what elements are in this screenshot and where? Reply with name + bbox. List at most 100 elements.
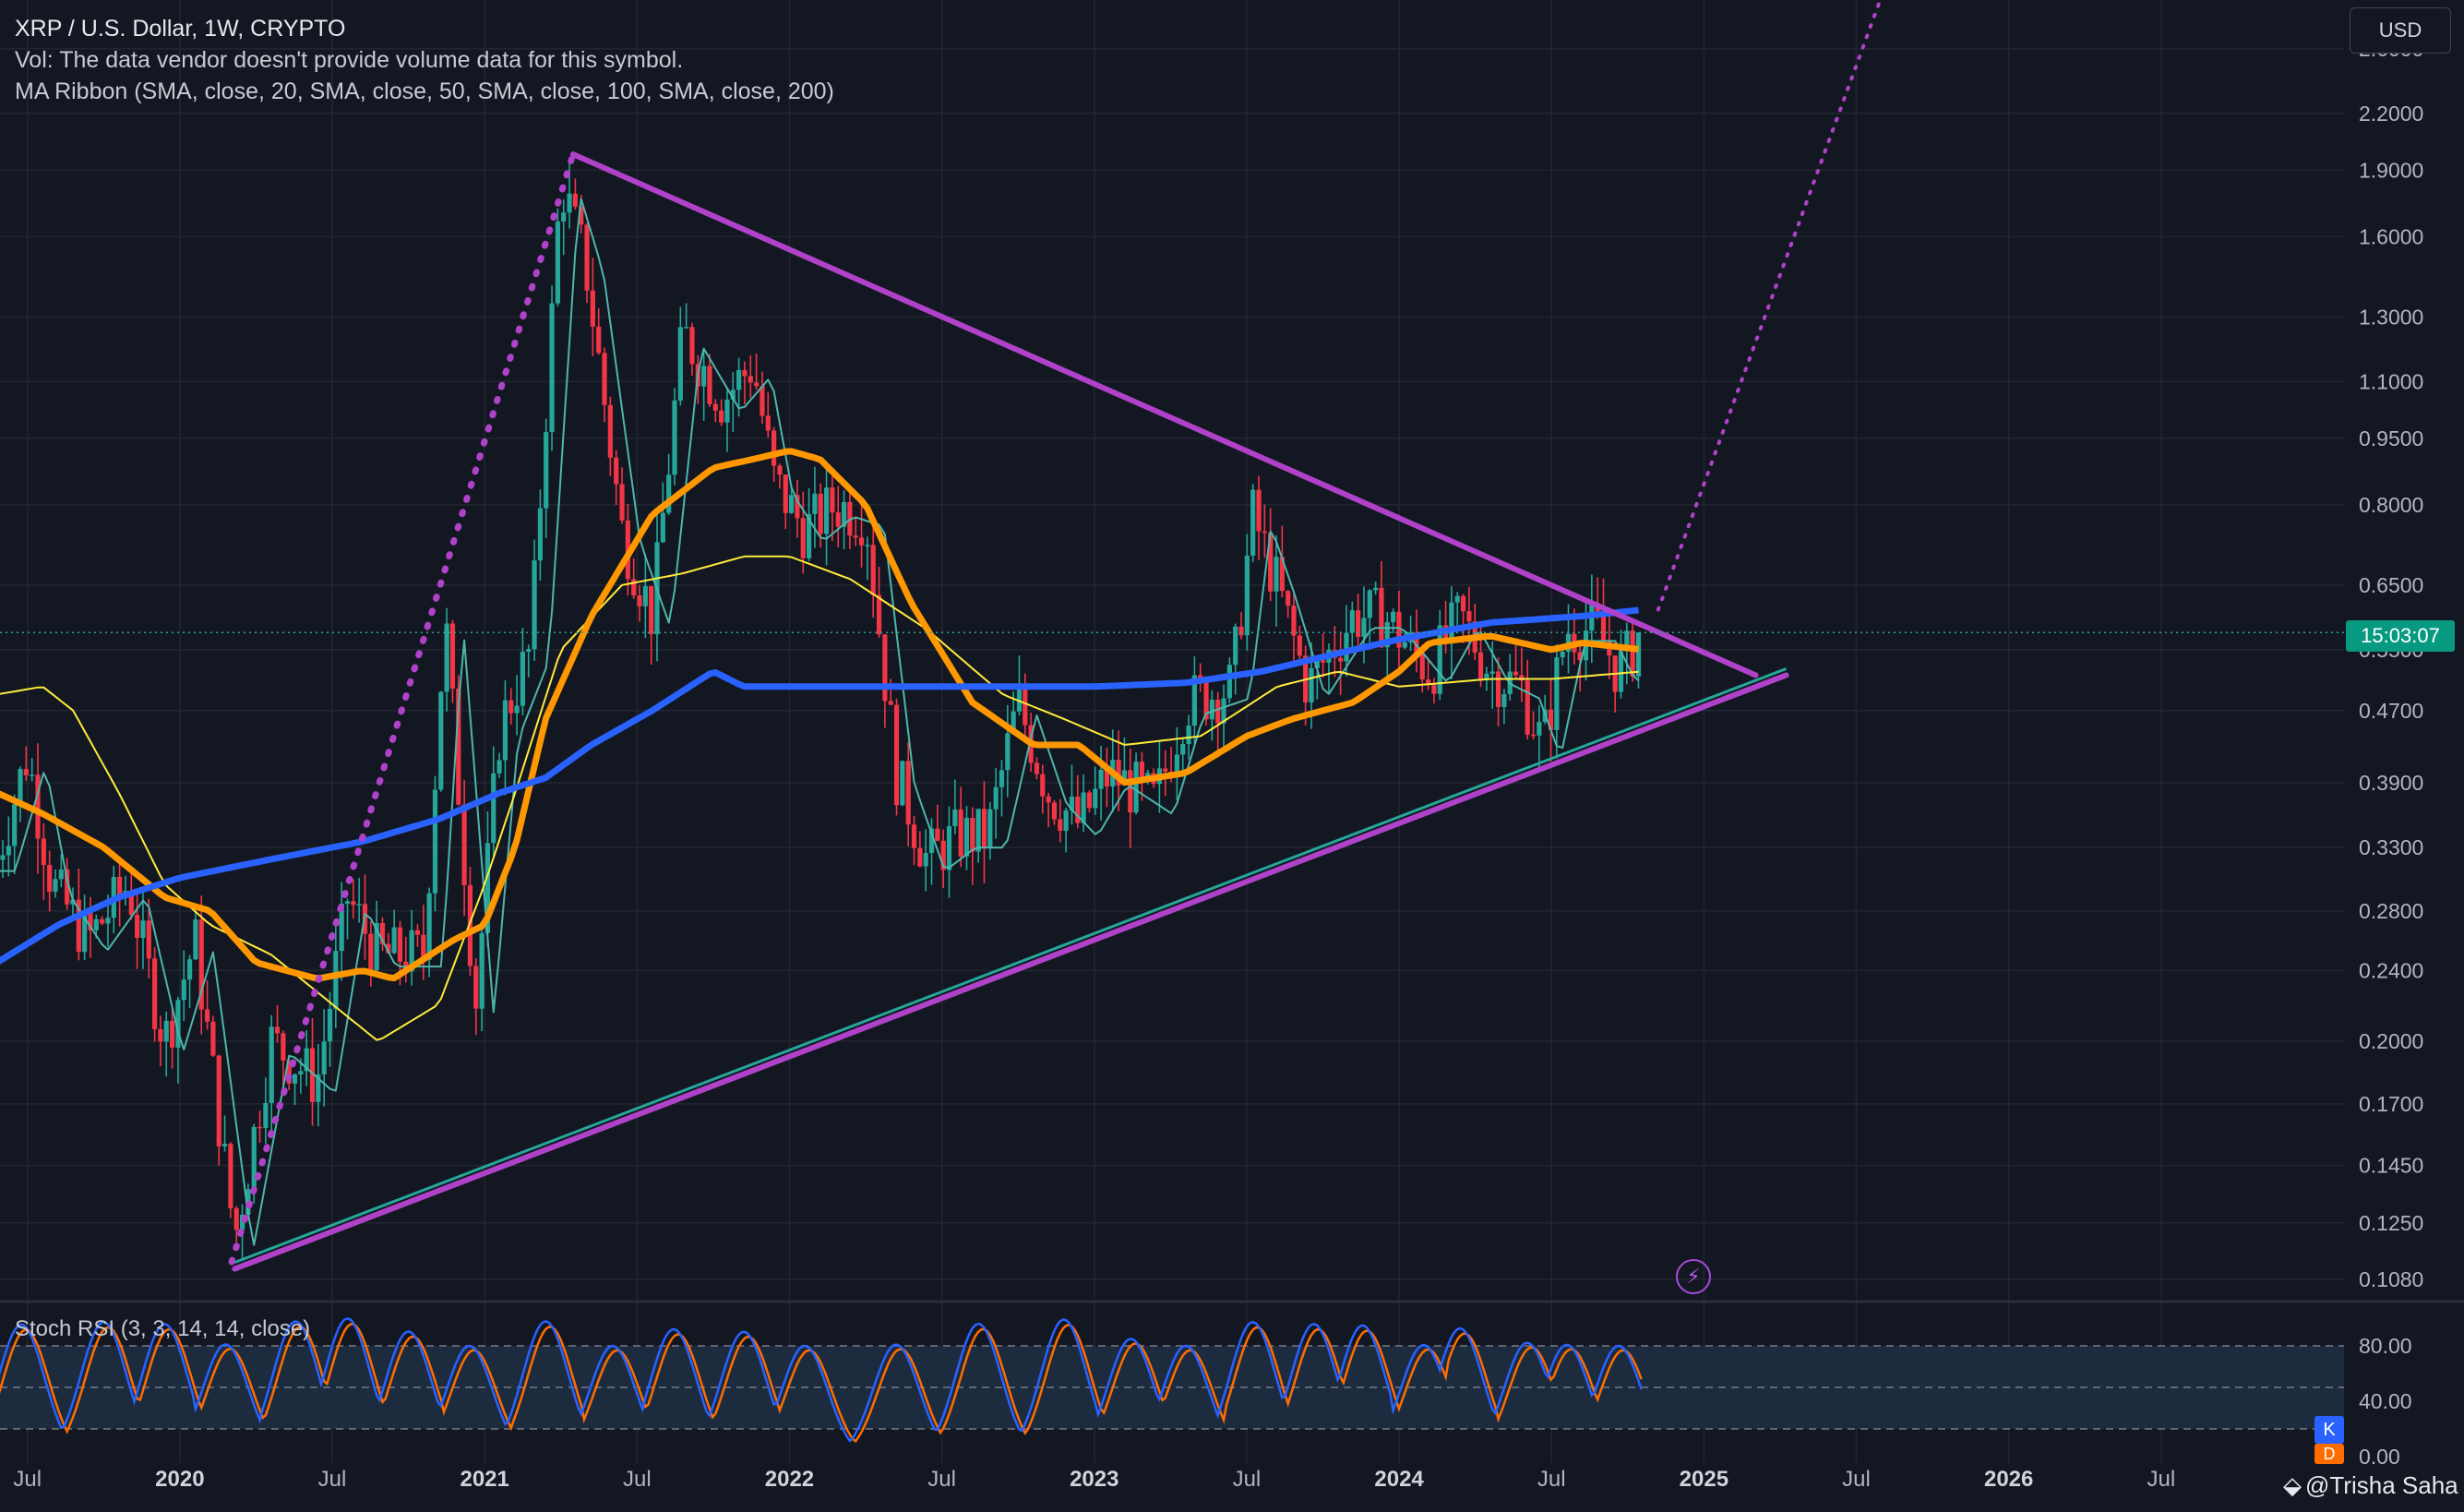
candle-body [1344, 632, 1349, 662]
candle-body [730, 390, 736, 400]
candle-body [1040, 774, 1046, 797]
candle-body [999, 770, 1005, 787]
candle-body [684, 327, 689, 329]
trendline-upper-resistance [569, 151, 1759, 678]
candle-body [1016, 688, 1023, 712]
candle-body [876, 594, 882, 635]
candle-body [1513, 671, 1519, 676]
candle-body [467, 884, 473, 966]
candle-body [777, 465, 783, 475]
candle-body [865, 545, 870, 546]
candle-body [823, 487, 830, 534]
candle-body [788, 495, 795, 513]
candle-body [1449, 602, 1454, 644]
stoch-k-line [0, 1316, 1643, 1443]
time-tick-label: 2022 [765, 1467, 814, 1492]
candle-body [1489, 671, 1495, 674]
candle-body [888, 701, 893, 705]
candle-body [1525, 680, 1530, 735]
candle-body [1361, 618, 1367, 637]
candle-body [1484, 673, 1489, 679]
candle-body [35, 774, 41, 839]
candle-body [409, 930, 414, 972]
time-tick-label: 2025 [1680, 1467, 1728, 1492]
candle-body [660, 512, 665, 543]
candle-body [1454, 595, 1460, 603]
time-tick-label: Jul [927, 1467, 956, 1492]
candle-body [923, 853, 928, 867]
time-tick-label: Jul [13, 1467, 42, 1492]
candle-body [1139, 762, 1145, 777]
candle-body [1233, 626, 1238, 666]
candle-body [742, 369, 748, 377]
price-tick-label: 0.2800 [2359, 899, 2423, 923]
candle-body [707, 366, 712, 404]
candle-body [228, 1144, 233, 1208]
candle-body [1116, 760, 1121, 786]
candle-body [783, 474, 788, 513]
ma200-line [0, 606, 1639, 965]
price-tick-label: 2.2000 [2359, 102, 2423, 126]
candle-body [1163, 768, 1168, 772]
candle-body [870, 545, 876, 595]
time-tick-label: Jul [623, 1467, 652, 1492]
time-tick-label: 2026 [1984, 1467, 2033, 1492]
time-tick-label: Jul [1233, 1467, 1262, 1492]
ma-ribbon-legend[interactable]: MA Ribbon (SMA, close, 20, SMA, close, 5… [15, 78, 834, 104]
candle-body [712, 403, 718, 411]
candle-body [736, 369, 742, 390]
candle-body [186, 959, 193, 980]
candle-body [281, 1033, 286, 1061]
candle-body [1226, 665, 1232, 699]
candle-body [1128, 770, 1133, 813]
candle-body [532, 560, 537, 650]
candle-body [53, 879, 58, 893]
candle-body [1431, 685, 1437, 694]
candle-body [1069, 796, 1075, 810]
lightning-alert-icon[interactable]: ⚡ [1676, 1259, 1711, 1294]
chart-legend: XRP / U.S. Dollar, 1W, CRYPTO Vol: The d… [15, 13, 834, 107]
time-tick-label: 2023 [1070, 1467, 1118, 1492]
candle-body [1419, 653, 1425, 680]
candle-body [1274, 557, 1279, 592]
candle-body [649, 585, 654, 635]
candle-body [800, 518, 806, 558]
candle-body [6, 846, 11, 856]
candle-body [1063, 810, 1069, 832]
currency-button[interactable]: USD [2350, 7, 2451, 54]
candle-body [379, 922, 386, 944]
candle-body [1250, 489, 1256, 556]
candle-body [351, 901, 356, 906]
price-tick-label: 0.1250 [2359, 1211, 2423, 1235]
candle-body [140, 920, 146, 939]
candle-body [461, 804, 467, 885]
symbol-title[interactable]: XRP / U.S. Dollar, 1W, CRYPTO [15, 16, 346, 42]
candle-body [316, 1074, 321, 1102]
candle-body [905, 761, 911, 825]
candle-body [561, 212, 567, 222]
candle-body [198, 919, 204, 1010]
candle-body [835, 512, 841, 527]
candle-body [12, 804, 18, 846]
candle-body [444, 623, 449, 692]
candle-body [508, 700, 514, 714]
price-tick-label: 0.1450 [2359, 1154, 2423, 1178]
candle-body [596, 326, 602, 354]
candle-body [30, 774, 35, 776]
candle-body [958, 809, 963, 857]
candle-body [1635, 632, 1642, 677]
price-tick-label: 1.3000 [2359, 305, 2423, 329]
stoch-rsi-legend[interactable]: Stoch RSI (3, 3, 14, 14, close) [15, 1316, 311, 1341]
candle-body [841, 501, 847, 527]
candle-body [1180, 744, 1186, 755]
stoch-tick-label: 0.00 [2359, 1445, 2400, 1469]
candle-body [1203, 681, 1209, 720]
candle-body [1321, 660, 1326, 663]
candle-body [93, 918, 99, 930]
candle-body [479, 932, 484, 1009]
candle-body [18, 769, 23, 805]
candle-body [135, 915, 140, 939]
price-tick-label: 0.1700 [2359, 1092, 2423, 1116]
